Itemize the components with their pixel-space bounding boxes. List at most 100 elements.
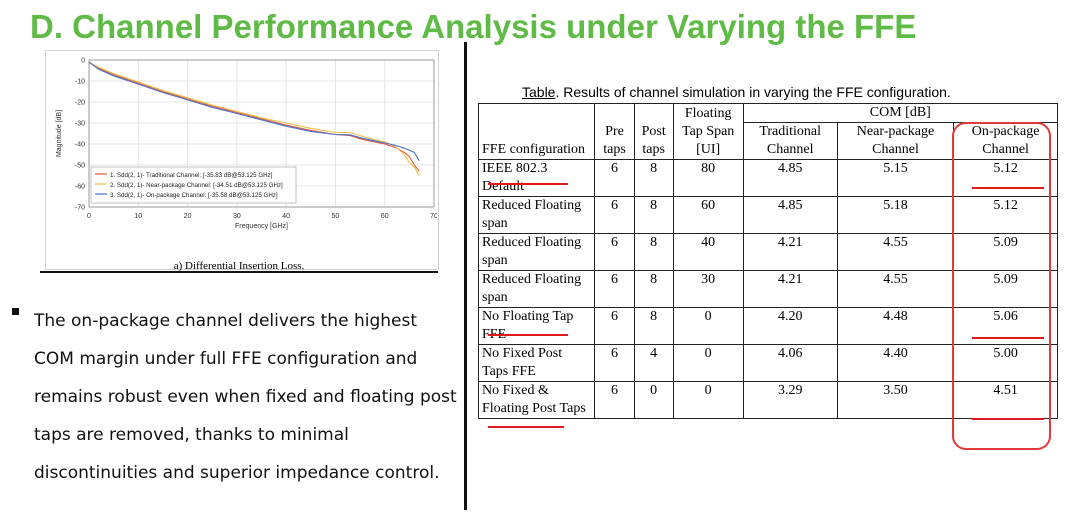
cell-on: 5.12 [953, 196, 1058, 234]
chart-frame [45, 50, 439, 270]
chart-legend-label: 2. Sdd(2, 1)- Near-package Channel: [-34… [110, 182, 283, 189]
chart-caption: a) Differential Insertion Loss. [173, 260, 305, 272]
cell-post: 4 [633, 344, 674, 382]
cell-near: 4.48 [836, 307, 955, 345]
chart-series-line [88, 61, 420, 172]
underline-no-fixed-floating [488, 426, 564, 428]
chart-x-tick-label: 70 [430, 213, 437, 220]
chart-y-tick-label: -20 [75, 100, 85, 107]
cell-on: 4.51 [953, 381, 1058, 419]
cell-span: 0 [672, 307, 744, 345]
chart-y-tick-label: 0 [81, 58, 85, 65]
table-header-row: FFE configuration Pre taps Post taps Flo… [477, 103, 1059, 160]
header-ffe-config: FFE configuration [477, 103, 596, 160]
header-floating-span: Floating Tap Span [UI] [672, 103, 744, 160]
cell-config: No Fixed & Floating Post Taps [477, 381, 596, 419]
cell-config: IEEE 802.3 Default [477, 159, 596, 197]
cell-post: 8 [633, 196, 674, 234]
chart-legend-box [90, 166, 297, 204]
chart-y-tick-label: -70 [75, 205, 85, 212]
cell-span: 0 [672, 381, 744, 419]
underline-on-package-default [972, 187, 1044, 189]
chart-x-tick-label: 10 [134, 213, 142, 220]
cell-span: 30 [672, 270, 744, 308]
cell-traditional: 4.85 [742, 196, 838, 234]
chart-y-tick-label: -60 [75, 184, 85, 191]
chart-plot-area [88, 59, 435, 208]
cell-post: 8 [633, 307, 674, 345]
cell-post: 0 [633, 381, 674, 419]
cell-post: 8 [633, 233, 674, 271]
cell-on: 5.09 [953, 270, 1058, 308]
on-package-highlight-box [952, 122, 1051, 450]
chart-x-tick-label: 60 [381, 213, 389, 220]
vertical-divider [464, 42, 467, 510]
cell-config: No Fixed Post Taps FFE [477, 344, 596, 382]
header-traditional: Traditional Channel [742, 122, 838, 160]
cell-traditional: 4.21 [742, 233, 838, 271]
cell-near: 3.50 [836, 381, 955, 419]
cell-traditional: 4.06 [742, 344, 838, 382]
cell-near: 5.15 [836, 159, 955, 197]
cell-on: 5.12 [953, 159, 1058, 197]
cell-post: 8 [633, 270, 674, 308]
table-row: No Fixed & Floating Post Taps 6 0 0 3.29… [477, 381, 1058, 419]
chart-x-tick-label: 40 [282, 213, 290, 220]
chart-x-tick-label: 20 [184, 213, 192, 220]
chart-y-tick-label: -50 [75, 163, 85, 170]
cell-span: 40 [672, 233, 744, 271]
cell-span: 80 [672, 159, 744, 197]
cell-pre: 6 [594, 196, 635, 234]
caption-rule [40, 271, 438, 273]
slide-title: D. Channel Performance Analysis under Va… [30, 8, 917, 45]
cell-post: 8 [633, 159, 674, 197]
cell-traditional: 3.29 [742, 381, 838, 419]
table-row: No Fixed Post Taps FFE 6 4 0 4.06 4.40 5… [477, 344, 1058, 382]
cell-traditional: 4.85 [742, 159, 838, 197]
header-near-package: Near-package Channel [836, 122, 955, 160]
results-table: FFE configuration Pre taps Post taps Flo… [477, 103, 1059, 419]
chart-y-tick-label: -10 [75, 79, 85, 86]
cell-config: Reduced Floating span [477, 233, 596, 271]
chart-y-tick-label: -30 [75, 121, 85, 128]
chart-y-axis-label: Magnitude [dB] [56, 110, 63, 157]
table-caption-text: . Results of channel simulation in varyi… [555, 84, 951, 100]
insertion-loss-chart: 0 10 20 30 40 50 60 70 0 -10 -20 -30 -40 -50 -60 -70 Fre… [56, 58, 437, 231]
underline-no-floating [488, 334, 568, 336]
underline-ieee-default [488, 183, 568, 185]
cell-near: 4.40 [836, 344, 955, 382]
table-caption: Table. Results of channel simulation in … [522, 84, 951, 100]
cell-span: 0 [672, 344, 744, 382]
cell-pre: 6 [594, 307, 635, 345]
chart-x-tick-label: 50 [332, 213, 340, 220]
chart-y-tick-label: -40 [75, 142, 85, 149]
cell-config: Reduced Floating span [477, 270, 596, 308]
chart-legend-label: 1. Sdd(2, 1)- Traditional Channel: [-35.… [110, 172, 273, 179]
cell-pre: 6 [594, 270, 635, 308]
chart-x-tick-label: 30 [233, 213, 241, 220]
cell-pre: 6 [594, 233, 635, 271]
chart-series-line [88, 61, 420, 162]
bullet-square-icon [12, 308, 19, 315]
header-pre-taps: Pre taps [594, 103, 635, 160]
table-row: Reduced Floating span 6 8 60 4.85 5.18 5… [477, 196, 1058, 234]
cell-near: 4.55 [836, 270, 955, 308]
chart-x-axis-label: Frequency [GHz] [235, 223, 288, 230]
chart-x-tick-label: 0 [87, 213, 91, 220]
cell-span: 60 [672, 196, 744, 234]
cell-pre: 6 [594, 159, 635, 197]
chart-series-line [88, 61, 420, 176]
cell-traditional: 4.21 [742, 270, 838, 308]
header-post-taps: Post taps [633, 103, 674, 160]
header-com: COM [dB] [742, 103, 1059, 123]
cell-traditional: 4.20 [742, 307, 838, 345]
cell-near: 4.55 [836, 233, 955, 271]
table-row: Reduced Floating span 6 8 30 4.21 4.55 5… [477, 270, 1058, 308]
cell-pre: 6 [594, 381, 635, 419]
chart-legend-label: 3. Sdd(2, 1)- On-package Channel: [-35.5… [110, 192, 278, 199]
underline-on-package-no-fixed-floating [972, 418, 1044, 420]
table-caption-label: Table [522, 84, 556, 100]
cell-config: No Floating Tap FFE [477, 307, 596, 345]
cell-pre: 6 [594, 344, 635, 382]
table-row: IEEE 802.3 Default 6 8 80 4.85 5.15 5.12 [477, 159, 1058, 197]
